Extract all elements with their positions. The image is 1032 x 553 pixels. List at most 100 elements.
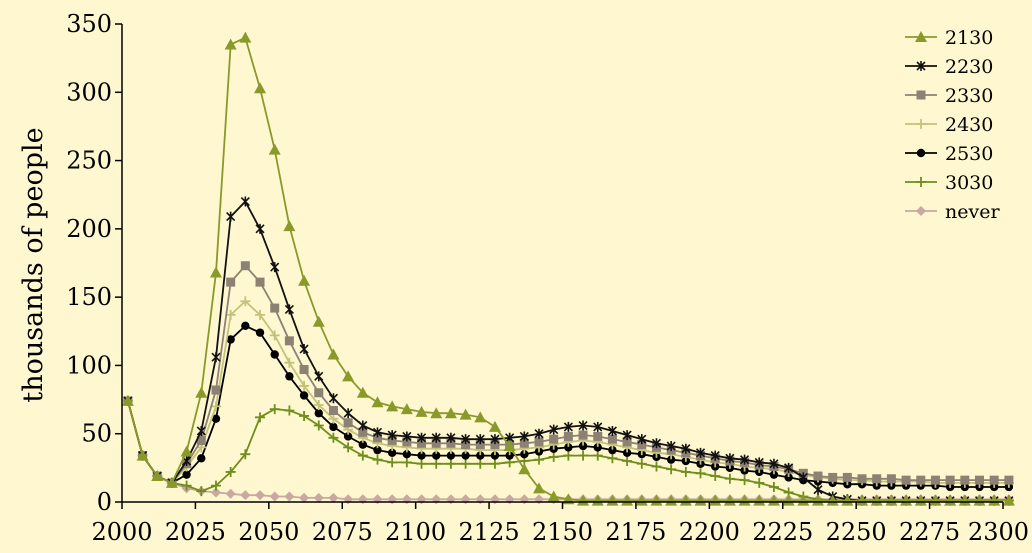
series-2130 [121,31,1015,506]
data-point [490,451,500,460]
data-point [417,451,426,460]
data-point [136,449,149,461]
data-point [784,462,794,473]
data-point [886,474,896,484]
data-point [607,434,617,444]
data-point [813,484,823,495]
data-point [811,494,824,506]
data-point [549,434,559,444]
data-point [121,394,134,406]
x-tick-label: 2000 [91,518,152,546]
data-point [769,458,779,469]
data-point [387,430,397,441]
data-point [431,494,442,505]
data-point [578,450,589,461]
data-point [240,490,251,501]
data-point [461,434,471,445]
data-point [240,296,251,307]
data-point [312,315,325,327]
data-point [650,494,663,506]
data-point [548,451,559,462]
data-point [958,494,971,506]
legend-swatch-marker [916,206,926,216]
data-point [739,475,750,486]
data-point [151,470,164,482]
legend-item-2230: 2230 [905,56,993,78]
data-point [534,494,545,505]
data-point [665,494,678,506]
data-point [988,494,1001,506]
data-point [225,466,236,477]
data-point [621,494,634,506]
data-point [578,441,588,451]
data-point [402,437,412,447]
data-point [299,344,309,355]
data-point [591,494,604,506]
data-point [196,486,207,497]
data-point [518,463,531,475]
data-point [314,388,324,398]
data-point [563,421,573,432]
data-point [592,450,603,461]
data-point [210,401,221,412]
data-point [328,405,338,415]
data-point [313,400,324,411]
x-tick-label: 2100 [385,518,446,546]
data-point [431,458,442,469]
data-point [754,457,764,468]
data-point [622,430,632,441]
data-point [489,458,500,469]
x-tick-label: 2075 [312,518,373,546]
data-point [738,494,751,506]
x-tick-label: 2175 [605,518,666,546]
data-point [372,454,383,465]
legend-label: never [945,201,1000,223]
y-tick-label: 100 [66,351,112,379]
legend-swatch-marker [916,177,926,187]
data-point [196,436,206,446]
data-point [564,443,573,452]
legend-item-2530: 2530 [905,143,993,165]
data-point [784,473,793,482]
x-tick-label: 2300 [968,518,1029,546]
data-point [431,432,441,443]
y-tick-label: 0 [97,488,112,516]
data-point [768,481,779,492]
data-point [386,400,399,412]
data-point [284,405,295,416]
legend-label: 2230 [945,56,993,78]
data-point [710,450,720,461]
series-2530 [123,321,1014,492]
y-tick-label: 200 [66,215,112,243]
data-point [475,434,485,445]
data-point [268,143,281,155]
legend-swatch-marker [915,31,927,42]
legend-item-3030: 3030 [905,172,993,194]
data-point [606,494,619,506]
x-tick-label: 2275 [899,518,960,546]
data-point [165,476,178,488]
data-point [431,438,441,448]
data-point [519,431,529,442]
data-point [547,490,560,502]
data-point [225,488,236,499]
data-point [929,494,942,506]
data-point [578,430,588,440]
data-point [226,335,235,344]
data-point [432,451,441,460]
legend: 2130 2230 2330 2430 2530 3030 never [905,27,1000,223]
data-point [798,472,808,483]
data-point [578,420,588,431]
data-point [254,82,267,94]
data-point [299,365,309,375]
data-point [754,477,765,488]
data-point [651,461,662,472]
data-point [197,454,206,463]
data-point [826,494,839,506]
legend-label: 2330 [945,85,993,107]
data-point [681,443,691,454]
y-ticks: 0 50 100 150 200 250 300 350 [66,10,122,516]
data-point [373,445,382,455]
data-point [1002,494,1015,506]
